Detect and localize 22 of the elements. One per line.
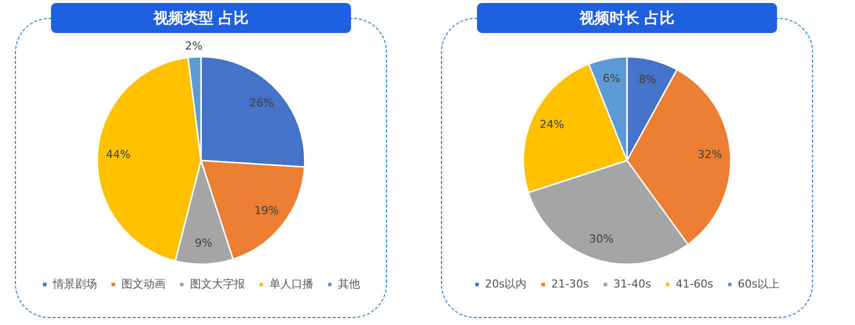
- data-label: 8%: [638, 72, 656, 86]
- legend-label: 31-40s: [613, 277, 652, 290]
- legend-label: 单人口播: [269, 277, 314, 290]
- legend-label: 21-30s: [551, 277, 590, 290]
- legend-label: 图文动画: [121, 277, 166, 290]
- data-label: 32%: [698, 148, 722, 162]
- data-label: 9%: [194, 236, 212, 250]
- legend-label: 20s以内: [484, 277, 527, 290]
- legend-label: 60s以上: [738, 277, 780, 290]
- chart-title: 视频类型 占比: [51, 3, 351, 33]
- data-label: 6%: [602, 72, 620, 85]
- data-label: 44%: [106, 148, 130, 162]
- legend-label: 图文大字报: [190, 277, 245, 290]
- data-label: 19%: [254, 204, 279, 218]
- data-label: 24%: [540, 118, 564, 132]
- legend-label: 其他: [338, 277, 360, 290]
- data-label: 26%: [249, 96, 274, 110]
- legend-label: 41-60s: [676, 277, 714, 290]
- data-label: 2%: [185, 39, 203, 52]
- chart-title: 视频时长 占比: [477, 3, 777, 33]
- data-label: 30%: [589, 232, 614, 246]
- legend-label: 情景剧场: [52, 277, 97, 290]
